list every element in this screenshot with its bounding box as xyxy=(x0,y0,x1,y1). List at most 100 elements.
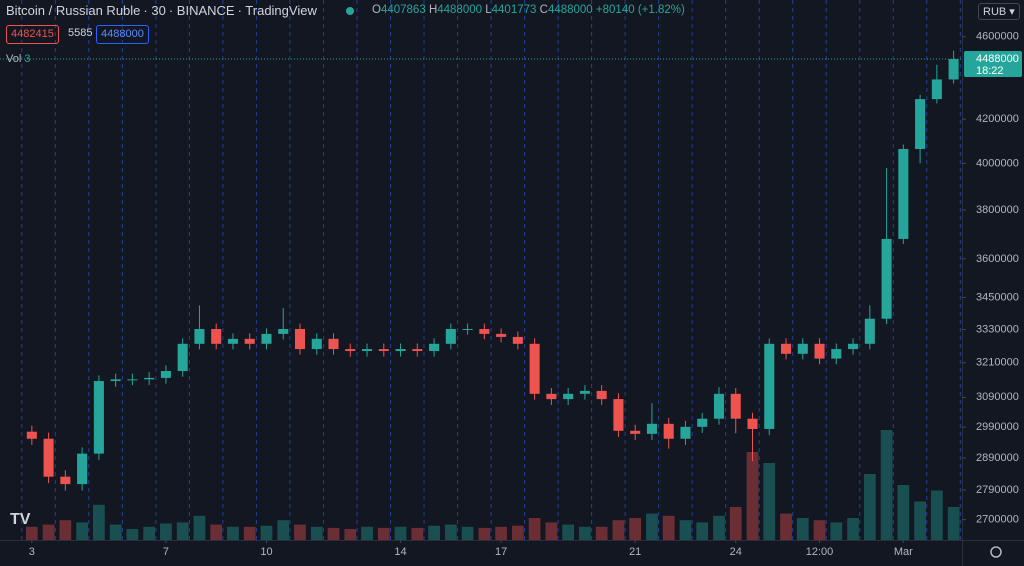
ask-button[interactable]: 4488000 xyxy=(96,25,149,44)
x-tick-label: 3 xyxy=(29,546,35,558)
volume-bar xyxy=(713,515,725,540)
price-axis-bg xyxy=(962,0,1024,540)
y-tick-label: 2890000 xyxy=(976,452,1019,464)
volume-bar xyxy=(930,490,943,540)
candle-body xyxy=(496,333,507,337)
volume-bar xyxy=(880,430,893,540)
source: TradingView xyxy=(245,3,317,18)
candle-body xyxy=(429,343,440,352)
x-tick-label: 12:00 xyxy=(806,546,834,558)
volume-bar xyxy=(512,525,524,540)
volume-bar xyxy=(813,520,826,540)
status-dot xyxy=(346,7,354,15)
candle-body xyxy=(948,59,959,80)
volume-bar xyxy=(562,524,575,540)
y-tick-label: 4200000 xyxy=(976,113,1019,125)
high-label: H xyxy=(428,4,438,16)
symbol-header: Bitcoin / Russian Ruble · 30 · BINANCE · Tr… xyxy=(6,3,317,18)
candle-body xyxy=(412,349,423,352)
candle-body xyxy=(345,349,356,352)
symbol: Bitcoin / Russian Ruble xyxy=(6,3,141,18)
x-tick-label: 17 xyxy=(495,546,507,558)
candle-body xyxy=(211,328,222,344)
volume-bar xyxy=(696,522,709,540)
y-tick-label: 3450000 xyxy=(976,291,1019,303)
candle-body xyxy=(764,343,775,429)
volume-bar xyxy=(411,527,424,540)
candle-body xyxy=(697,418,708,427)
candle-body xyxy=(831,349,842,359)
volume-bar xyxy=(444,524,457,540)
high-value: 4488000 xyxy=(437,4,483,16)
volume-bar xyxy=(545,522,558,540)
volume-bar xyxy=(42,524,55,540)
y-tick-label: 2700000 xyxy=(976,514,1019,526)
candle-body xyxy=(797,343,808,354)
y-tick-label: 4000000 xyxy=(976,157,1019,169)
candle-body xyxy=(110,379,121,382)
x-tick-label: 14 xyxy=(394,546,406,558)
x-tick-label: 24 xyxy=(730,546,742,558)
change: +80140 xyxy=(595,4,635,16)
volume-bar xyxy=(763,463,776,540)
last-price-label: 4488000 xyxy=(976,53,1019,65)
bid-button[interactable]: 4482415 xyxy=(6,25,59,44)
volume-bar xyxy=(193,515,206,540)
volume-bar xyxy=(461,526,474,540)
volume-bar xyxy=(595,526,608,540)
candle-body xyxy=(780,343,792,354)
candle-body xyxy=(680,426,691,439)
candle-body xyxy=(529,343,540,394)
volume-value: 3 xyxy=(24,53,31,65)
candle-body xyxy=(261,333,272,344)
volume-bar xyxy=(176,522,189,540)
volume-bar xyxy=(579,526,591,540)
volume-label: Vol xyxy=(6,53,22,65)
candle-body xyxy=(328,338,339,350)
volume-bar xyxy=(646,513,658,540)
candle-body xyxy=(814,343,825,359)
volume-bar xyxy=(109,524,122,540)
candle-body xyxy=(294,328,306,350)
volume-bar xyxy=(126,529,139,540)
volume-bar xyxy=(227,526,239,540)
candle-body xyxy=(144,377,155,380)
y-tick-label: 3800000 xyxy=(976,204,1019,216)
open-label: O xyxy=(372,4,381,16)
currency-select[interactable]: RUB ▾ xyxy=(978,3,1020,20)
volume-bar xyxy=(897,485,910,540)
candle-body xyxy=(395,349,406,352)
volume-bar xyxy=(243,526,256,540)
low-label: L xyxy=(485,4,492,16)
x-tick-label: 21 xyxy=(629,546,641,558)
volume-bar xyxy=(914,501,926,540)
spread: 5585 xyxy=(68,27,93,39)
countdown-label: 18:22 xyxy=(976,65,1004,77)
volume-bar xyxy=(93,504,105,540)
settings-icon[interactable] xyxy=(990,546,1002,558)
candle-body xyxy=(931,79,942,100)
candle-body xyxy=(177,343,188,372)
candle-body xyxy=(663,423,674,439)
logo: TV xyxy=(10,511,31,528)
candle-body xyxy=(60,476,71,485)
volume-bar xyxy=(394,526,407,540)
volume-bar xyxy=(863,474,876,540)
interval: 30 xyxy=(151,3,166,18)
close-value: 4488000 xyxy=(547,4,593,16)
volume-bar xyxy=(662,515,675,540)
candle-body xyxy=(730,393,741,419)
volume-bar xyxy=(428,525,440,540)
candle-body xyxy=(630,430,641,434)
volume-bar xyxy=(260,525,273,540)
volume-bar xyxy=(629,518,642,540)
candle-body xyxy=(127,379,138,381)
currency: RUB xyxy=(983,6,1007,18)
last-price-tag xyxy=(964,51,1022,78)
y-tick-label: 3090000 xyxy=(976,391,1019,403)
volume-bar xyxy=(294,524,306,540)
candle-body xyxy=(881,238,892,319)
volume-bar xyxy=(210,524,223,540)
